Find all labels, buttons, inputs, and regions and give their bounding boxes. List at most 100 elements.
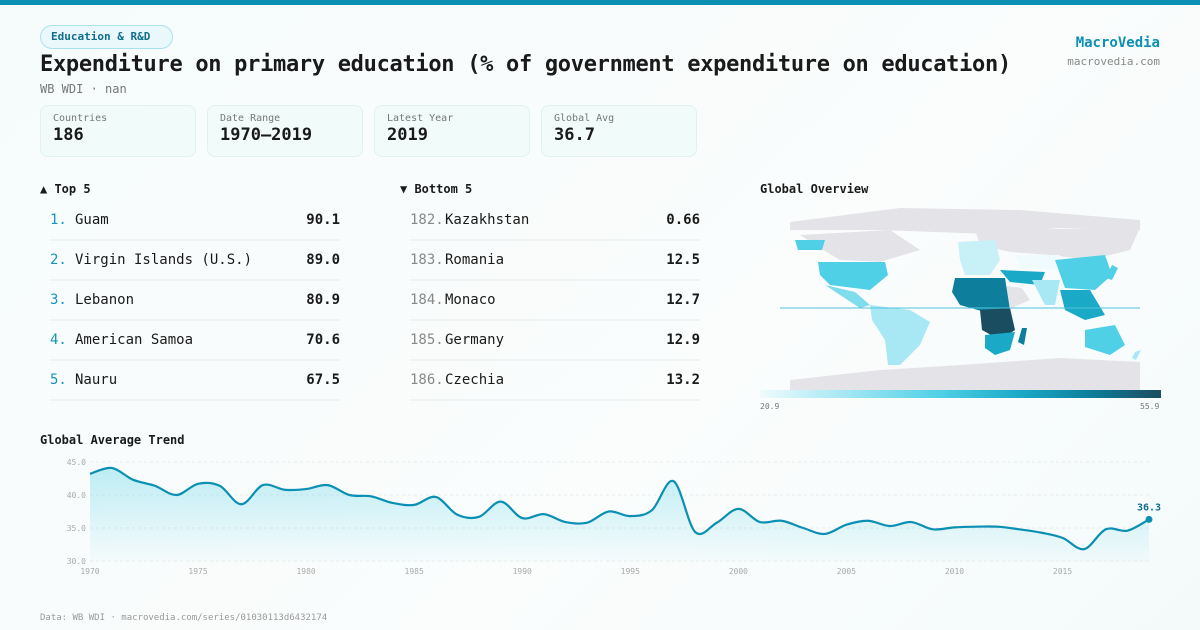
rank-number: 5.	[50, 372, 67, 388]
bottom5-heading: ▼ Bottom 5	[400, 182, 473, 196]
x-tick-label: 2015	[1053, 567, 1072, 576]
map-north-polar	[790, 208, 1140, 234]
x-tick-label: 2005	[837, 567, 856, 576]
y-tick-label: 30.0	[67, 557, 86, 566]
country-name: Nauru	[75, 372, 118, 388]
map-heading: Global Overview	[760, 182, 869, 196]
stat-value: 186	[53, 125, 84, 145]
list-item[interactable]: 186. Czechia 13.2	[410, 361, 700, 401]
x-tick-label: 1970	[80, 567, 99, 576]
map-north-africa	[952, 278, 1010, 312]
x-tick-label: 1985	[405, 567, 424, 576]
data-point	[1145, 515, 1153, 523]
top5-heading: ▲ Top 5	[40, 182, 91, 196]
map-madagascar	[1018, 328, 1027, 345]
top-accent-bar	[0, 0, 1200, 5]
country-name: Virgin Islands (U.S.)	[75, 252, 253, 268]
legend-min-label: 20.9	[760, 402, 780, 411]
country-name: Guam	[75, 212, 109, 228]
map-mexico-central	[825, 285, 870, 308]
stat-card-global-avg: Global Avg 36.7	[541, 105, 697, 157]
list-item[interactable]: 1. Guam 90.1	[50, 201, 340, 241]
country-name: Czechia	[445, 372, 505, 388]
map-australia	[1085, 325, 1125, 355]
country-value: 90.1	[306, 212, 340, 228]
y-tick-label: 35.0	[67, 524, 86, 533]
rank-number: 2.	[50, 252, 67, 268]
stat-label: Date Range	[220, 113, 281, 124]
list-item[interactable]: 3. Lebanon 80.9	[50, 281, 340, 321]
map-canada	[800, 230, 920, 262]
stat-card-date-range: Date Range 1970–2019	[207, 105, 363, 157]
map-southern-africa	[985, 332, 1015, 355]
country-name: Romania	[445, 252, 505, 268]
rank-number: 185.	[410, 332, 444, 348]
map-southeast-asia	[1060, 290, 1105, 320]
stat-value: 1970–2019	[220, 125, 313, 145]
top5-list: 1. Guam 90.1 2. Virgin Islands (U.S.) 89.0 3. L…	[50, 201, 340, 401]
stat-label: Countries	[53, 113, 108, 124]
rank-number: 186.	[410, 372, 444, 388]
map-antarctica	[790, 358, 1140, 390]
list-item[interactable]: 5. Nauru 67.5	[50, 361, 340, 401]
legend-max-label: 55.9	[1140, 402, 1160, 411]
rank-number: 183.	[410, 252, 444, 268]
country-value: 13.2	[666, 372, 700, 388]
page-subtitle: WB WDI · nan	[40, 82, 127, 96]
rank-number: 1.	[50, 212, 67, 228]
map-new-zealand	[1132, 350, 1141, 360]
y-tick-label: 40.0	[67, 491, 86, 500]
x-tick-label: 1990	[513, 567, 532, 576]
stat-label: Latest Year	[387, 113, 454, 124]
list-item[interactable]: 4. American Samoa 70.6	[50, 321, 340, 361]
map-central-asia	[1015, 255, 1060, 270]
stat-value: 2019	[387, 125, 428, 145]
x-tick-label: 1995	[621, 567, 640, 576]
brand-logo[interactable]: MacroVedia	[1075, 35, 1160, 51]
map-alaska	[795, 240, 825, 250]
stat-value: 36.7	[554, 125, 595, 145]
rank-number: 182.	[410, 212, 444, 228]
rank-number: 3.	[50, 292, 67, 308]
stat-card-countries: Countries 186	[40, 105, 196, 157]
map-legend-colorbar	[760, 390, 1161, 398]
footer-source: Data: WB WDI · macrovedia.com/series/010…	[40, 613, 328, 623]
list-item[interactable]: 2. Virgin Islands (U.S.) 89.0	[50, 241, 340, 281]
map-south-america	[870, 305, 930, 365]
map-europe	[958, 240, 1000, 275]
brand-url[interactable]: macrovedia.com	[1067, 55, 1160, 68]
list-item[interactable]: 183. Romania 12.5	[410, 241, 700, 281]
country-value: 12.9	[666, 332, 700, 348]
list-item[interactable]: 182. Kazakhstan 0.66	[410, 201, 700, 241]
country-value: 0.66	[666, 212, 700, 228]
country-name: American Samoa	[75, 332, 194, 348]
x-tick-label: 2000	[729, 567, 748, 576]
country-value: 89.0	[306, 252, 340, 268]
stat-label: Global Avg	[554, 113, 615, 124]
list-item[interactable]: 184. Monaco 12.7	[410, 281, 700, 321]
country-name: Kazakhstan	[445, 212, 530, 228]
country-value: 12.7	[666, 292, 700, 308]
list-item[interactable]: 185. Germany 12.9	[410, 321, 700, 361]
trend-line	[89, 466, 1150, 551]
world-choropleth-map[interactable]	[760, 200, 1161, 390]
x-tick-label: 2010	[945, 567, 964, 576]
country-value: 12.5	[666, 252, 700, 268]
map-japan	[1106, 265, 1118, 280]
country-name: Germany	[445, 332, 505, 348]
trend-heading: Global Average Trend	[40, 433, 185, 447]
bottom5-list: 182. Kazakhstan 0.66 183. Romania 12.5 184. Mon…	[410, 201, 700, 401]
map-central-africa	[980, 308, 1015, 340]
country-value: 70.6	[306, 332, 340, 348]
stat-card-latest-year: Latest Year 2019	[374, 105, 530, 157]
last-value-label: 36.3	[1137, 502, 1161, 513]
x-tick-label: 1975	[188, 567, 207, 576]
map-usa	[818, 262, 888, 290]
category-badge[interactable]: Education & R&D	[40, 25, 174, 49]
rank-number: 184.	[410, 292, 444, 308]
x-tick-label: 1980	[296, 567, 315, 576]
rank-number: 4.	[50, 332, 67, 348]
country-value: 80.9	[306, 292, 340, 308]
page-title: Expenditure on primary education (% of g…	[40, 52, 1011, 77]
